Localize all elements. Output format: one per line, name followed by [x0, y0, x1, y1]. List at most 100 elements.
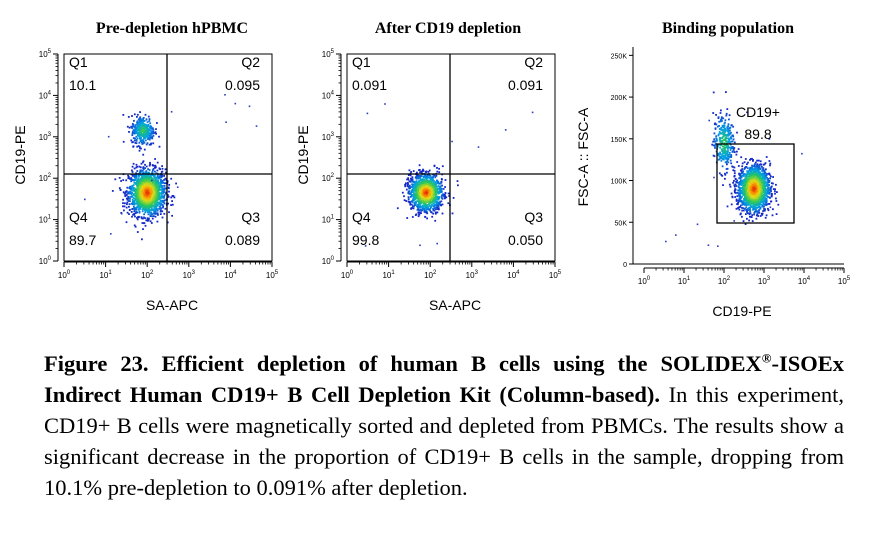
event-point — [84, 198, 86, 201]
quadrant-label-q1: Q1 — [352, 54, 371, 70]
event-point — [758, 176, 761, 178]
event-point — [142, 167, 144, 169]
event-point — [133, 187, 136, 190]
event-point — [759, 186, 762, 189]
event-point — [759, 215, 762, 217]
event-point — [748, 169, 750, 172]
event-point — [763, 183, 765, 186]
event-point — [131, 171, 134, 173]
event-point — [130, 177, 133, 179]
event-point — [744, 203, 746, 206]
event-point — [412, 207, 415, 210]
event-point — [417, 215, 420, 218]
event-point — [148, 192, 151, 195]
x-tick-label: 104 — [224, 270, 237, 280]
event-point — [746, 185, 748, 188]
event-point — [135, 139, 138, 142]
event-point — [751, 166, 753, 169]
event-point — [161, 165, 163, 167]
event-point — [447, 192, 450, 195]
event-point — [139, 194, 142, 197]
event-point — [425, 196, 428, 198]
event-point — [151, 217, 154, 220]
event-point — [421, 179, 424, 181]
event-point — [720, 118, 723, 120]
event-point — [751, 181, 753, 184]
event-point — [161, 167, 164, 170]
event-point — [433, 209, 436, 212]
event-point — [161, 210, 164, 213]
event-point — [768, 173, 771, 176]
event-point — [406, 178, 408, 181]
event-point — [161, 216, 164, 219]
event-point — [410, 203, 413, 206]
event-point — [422, 170, 425, 172]
event-point — [733, 151, 736, 153]
event-point — [745, 209, 748, 211]
event-point — [420, 171, 423, 174]
event-point — [760, 174, 763, 176]
event-point — [137, 135, 140, 137]
event-point — [147, 203, 149, 206]
event-point — [752, 205, 754, 208]
event-point — [425, 181, 428, 184]
event-point — [761, 199, 763, 202]
event-point — [152, 129, 155, 131]
event-point — [424, 195, 427, 197]
event-point — [730, 140, 733, 143]
event-point — [136, 129, 139, 131]
event-point — [139, 127, 142, 129]
event-point — [748, 195, 750, 198]
event-point — [139, 116, 142, 119]
event-point — [138, 118, 141, 120]
event-point — [144, 175, 146, 178]
event-point — [743, 182, 745, 185]
event-point — [771, 193, 773, 195]
event-point — [147, 138, 150, 140]
event-point — [136, 121, 138, 124]
event-point — [147, 115, 150, 118]
event-point — [145, 132, 148, 135]
event-point — [726, 205, 729, 208]
event-point — [441, 212, 444, 215]
event-point — [158, 194, 160, 197]
event-point — [434, 191, 437, 194]
event-point — [423, 208, 426, 210]
event-point — [161, 190, 163, 192]
event-point — [413, 187, 415, 189]
event-point — [743, 199, 746, 201]
event-point — [430, 188, 433, 191]
event-point — [140, 169, 143, 172]
event-point — [170, 177, 173, 180]
event-point — [745, 173, 748, 176]
event-point — [741, 203, 744, 206]
event-point — [405, 182, 407, 185]
event-point — [162, 201, 164, 203]
event-point — [248, 105, 251, 108]
event-point — [146, 210, 149, 213]
event-point — [407, 196, 410, 199]
event-point — [151, 127, 154, 129]
event-point — [149, 134, 152, 136]
event-point — [744, 198, 747, 201]
event-point — [430, 194, 433, 197]
event-point — [423, 201, 426, 204]
event-point — [424, 192, 427, 195]
event-point — [418, 206, 421, 208]
event-point — [131, 195, 134, 197]
event-point — [154, 201, 157, 204]
event-point — [138, 133, 141, 136]
event-point — [442, 194, 445, 197]
event-point — [720, 119, 722, 121]
event-point — [761, 169, 764, 172]
event-point — [750, 187, 753, 190]
event-point — [144, 131, 147, 133]
event-point — [419, 186, 421, 189]
event-point — [145, 139, 147, 142]
event-point — [135, 135, 138, 138]
event-point — [148, 190, 151, 192]
event-point — [142, 153, 145, 156]
event-point — [147, 195, 150, 197]
event-point — [763, 186, 766, 189]
event-point — [436, 187, 439, 190]
